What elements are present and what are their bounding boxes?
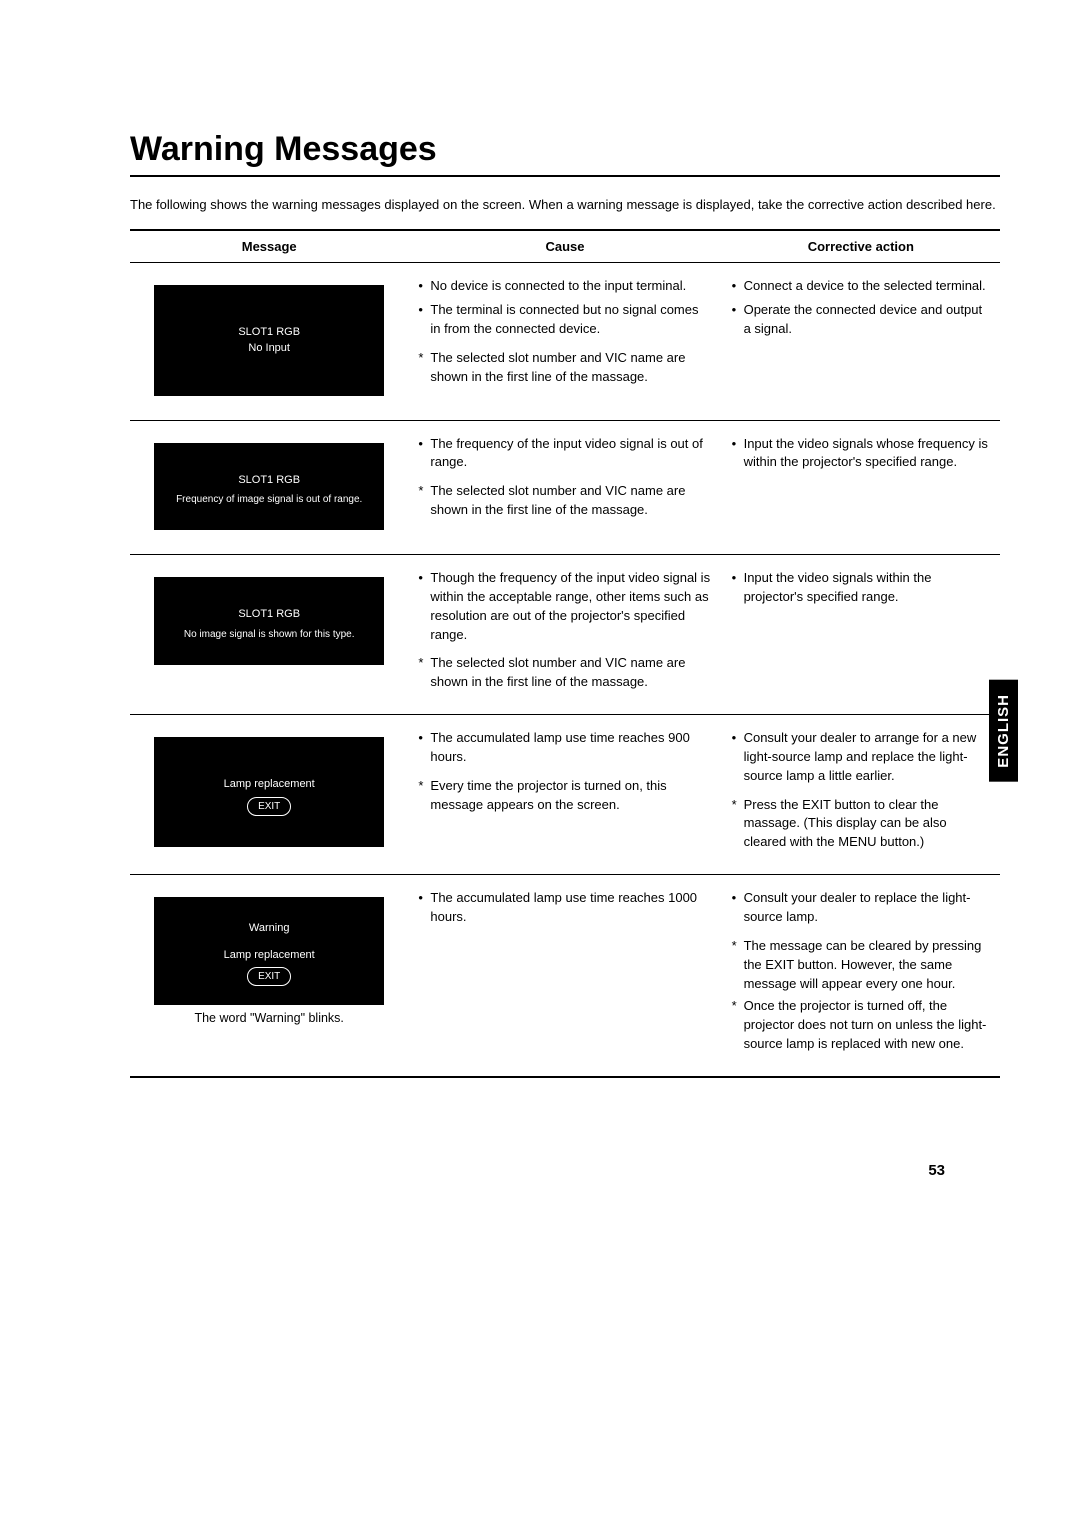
action-item: Consult your dealer to replace the light…: [732, 889, 990, 927]
cause-note: Every time the projector is turned on, t…: [418, 777, 711, 815]
cause-note: The selected slot number and VIC name ar…: [418, 482, 711, 520]
screen-caption: The word "Warning" blinks.: [140, 1011, 398, 1025]
screen-line: Frequency of image signal is out of rang…: [165, 492, 373, 507]
cause-item: No device is connected to the input term…: [418, 277, 711, 296]
action-item: Input the video signals within the proje…: [732, 569, 990, 607]
table-row: SLOT1 RGB No Input No device is connecte…: [130, 262, 1000, 420]
screen-line: No Input: [165, 340, 373, 357]
exit-badge: EXIT: [247, 797, 291, 816]
message-screen: SLOT1 RGB Frequency of image signal is o…: [154, 443, 384, 531]
intro-text: The following shows the warning messages…: [130, 195, 1000, 215]
action-item: Input the video signals whose frequency …: [732, 435, 990, 473]
screen-line: No image signal is shown for this type.: [165, 627, 373, 642]
screen-line: SLOT1 RGB: [165, 324, 373, 341]
action-note: The message can be cleared by pressing t…: [732, 937, 990, 994]
language-tab: ENGLISH: [989, 680, 1018, 782]
action-list: Connect a device to the selected termina…: [732, 277, 990, 340]
header-action: Corrective action: [722, 230, 1000, 263]
action-item: Operate the connected device and output …: [732, 301, 990, 339]
cause-list: The accumulated lamp use time reaches 90…: [418, 729, 711, 767]
cause-note: The selected slot number and VIC name ar…: [418, 654, 711, 692]
page-title: Warning Messages: [130, 130, 1000, 177]
screen-warning-label: Warning: [165, 920, 373, 937]
action-list: Input the video signals whose frequency …: [732, 435, 990, 473]
cause-item: The frequency of the input video signal …: [418, 435, 711, 473]
header-cause: Cause: [408, 230, 721, 263]
table-row: SLOT1 RGB No image signal is shown for t…: [130, 555, 1000, 715]
screen-line: SLOT1 RGB: [165, 472, 373, 489]
action-list: Consult your dealer to replace the light…: [732, 889, 990, 927]
message-screen: Lamp replacement EXIT: [154, 737, 384, 847]
cause-list: The frequency of the input video signal …: [418, 435, 711, 473]
screen-line: Lamp replacement: [165, 776, 373, 793]
table-row: SLOT1 RGB Frequency of image signal is o…: [130, 420, 1000, 555]
cause-list: Though the frequency of the input video …: [418, 569, 711, 644]
page-number: 53: [928, 1162, 945, 1179]
message-screen: Warning Lamp replacement EXIT: [154, 897, 384, 1005]
table-row: Warning Lamp replacement EXIT The word "…: [130, 875, 1000, 1077]
cause-list: The accumulated lamp use time reaches 10…: [418, 889, 711, 927]
action-list: Consult your dealer to arrange for a new…: [732, 729, 990, 786]
action-note: Press the EXIT button to clear the massa…: [732, 796, 990, 853]
exit-badge: EXIT: [247, 967, 291, 986]
cause-note: The selected slot number and VIC name ar…: [418, 349, 711, 387]
header-message: Message: [130, 230, 408, 263]
message-screen: SLOT1 RGB No image signal is shown for t…: [154, 577, 384, 665]
cause-item: The accumulated lamp use time reaches 90…: [418, 729, 711, 767]
cause-list: No device is connected to the input term…: [418, 277, 711, 340]
warning-messages-table: Message Cause Corrective action SLOT1 RG…: [130, 229, 1000, 1078]
table-row: Lamp replacement EXIT The accumulated la…: [130, 715, 1000, 875]
cause-item: The terminal is connected but no signal …: [418, 301, 711, 339]
action-list: Input the video signals within the proje…: [732, 569, 990, 607]
action-item: Connect a device to the selected termina…: [732, 277, 990, 296]
cause-item: Though the frequency of the input video …: [418, 569, 711, 644]
action-note: Once the projector is turned off, the pr…: [732, 997, 990, 1054]
screen-line: Lamp replacement: [165, 947, 373, 964]
action-item: Consult your dealer to arrange for a new…: [732, 729, 990, 786]
screen-line: SLOT1 RGB: [165, 606, 373, 623]
cause-item: The accumulated lamp use time reaches 10…: [418, 889, 711, 927]
message-screen: SLOT1 RGB No Input: [154, 285, 384, 396]
